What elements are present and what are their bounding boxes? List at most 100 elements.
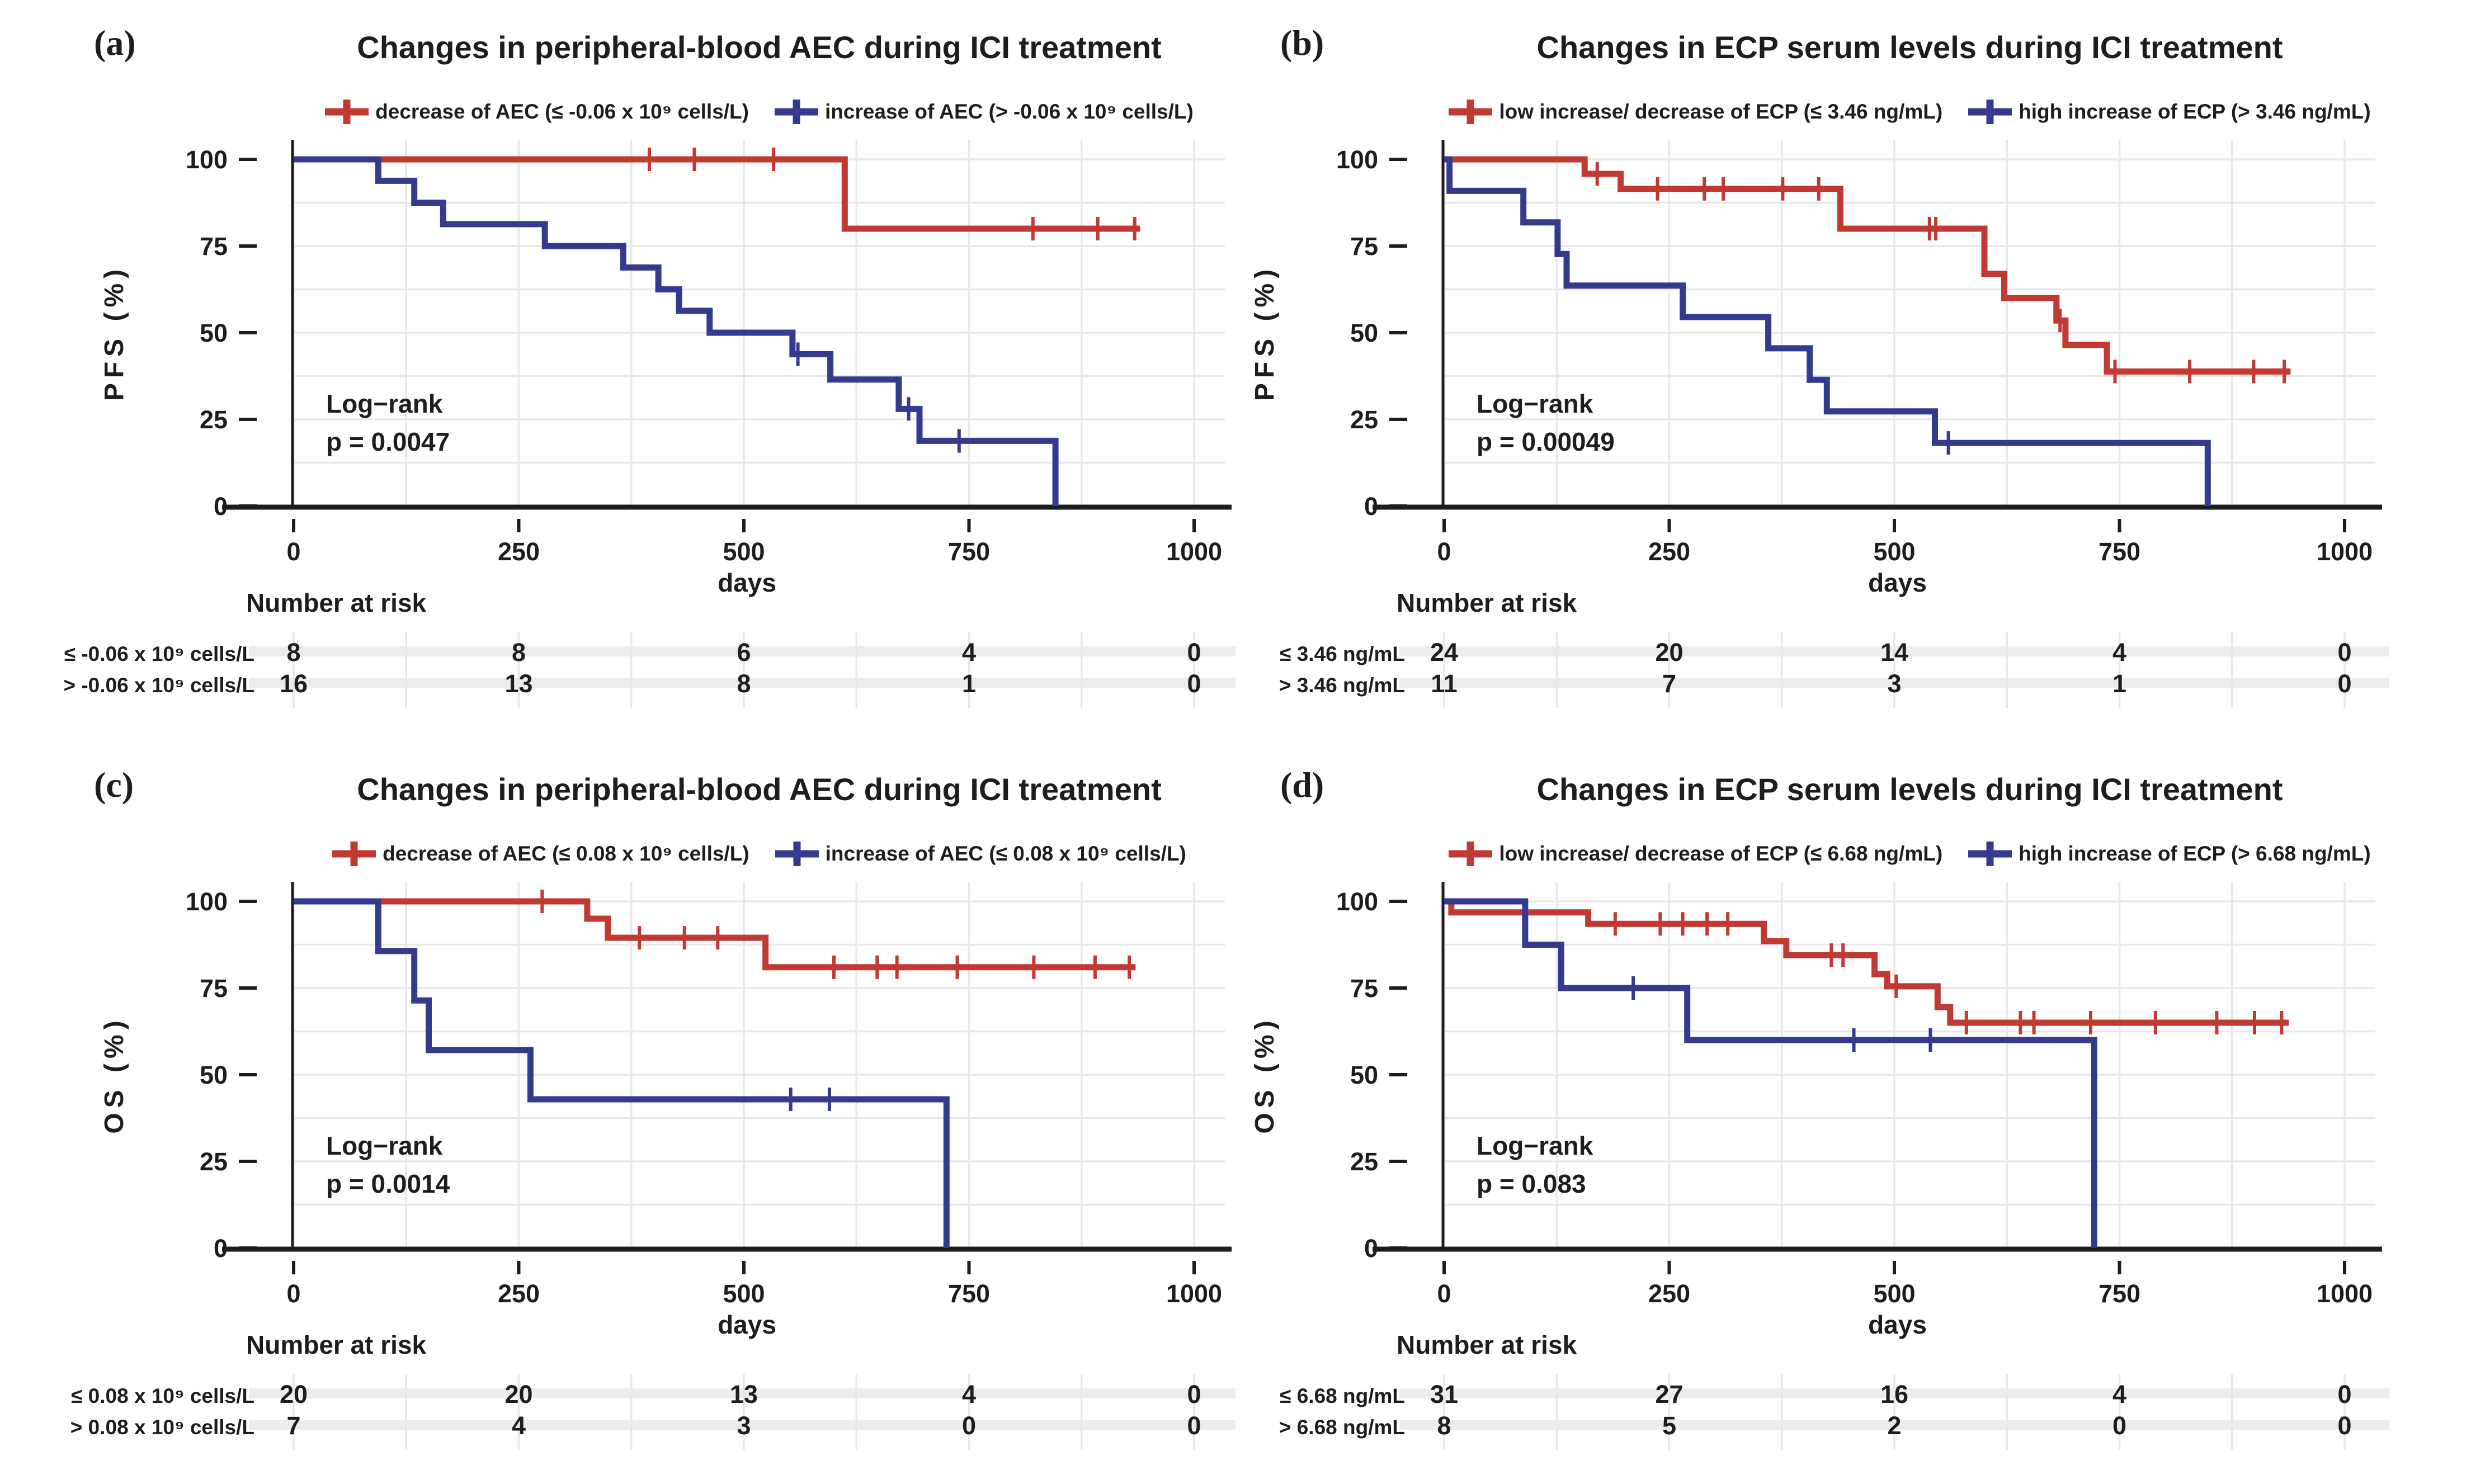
x-tick-label: 0 bbox=[1437, 1279, 1451, 1308]
legend-item: increase of AEC (≤ 0.08 x 10⁹ cells/L) bbox=[775, 840, 1186, 868]
y-tick-label: 50 bbox=[1350, 319, 1378, 347]
risk-value: 4 bbox=[962, 1380, 976, 1409]
legend-item: decrease of AEC (≤ 0.08 x 10⁹ cells/L) bbox=[332, 840, 749, 868]
logrank-label: Log−rank bbox=[1477, 389, 1593, 418]
panel-d: (d) Changes in ECP serum levels during I… bbox=[1236, 742, 2471, 1484]
legend-item: increase of AEC (> -0.06 x 10⁹ cells/L) bbox=[774, 98, 1194, 126]
legend-key-blue-icon bbox=[1968, 100, 2012, 124]
panel-letter: (a) bbox=[94, 23, 136, 63]
risk-value: 14 bbox=[1880, 638, 1908, 667]
panel-letter: (c) bbox=[94, 765, 134, 805]
legend-key-blue-icon bbox=[774, 100, 818, 124]
x-tick-label: 1000 bbox=[1166, 537, 1222, 566]
risk-row-label: > 3.46 ng/mL bbox=[1279, 674, 1405, 697]
risk-value: 4 bbox=[962, 638, 976, 667]
risk-row-label: ≤ 6.68 ng/mL bbox=[1280, 1384, 1405, 1407]
risk-row-label: ≤ 0.08 x 10⁹ cells/L bbox=[71, 1384, 254, 1407]
risk-row-label: > 6.68 ng/mL bbox=[1279, 1416, 1405, 1439]
y-tick-label: 0 bbox=[214, 1234, 228, 1263]
y-tick-label: 25 bbox=[200, 405, 228, 434]
y-tick-label: 100 bbox=[1336, 887, 1378, 916]
risk-value: 8 bbox=[1437, 1411, 1451, 1440]
x-tick-label: 1000 bbox=[2317, 1279, 2373, 1308]
risk-table-header: Number at risk bbox=[1397, 588, 1577, 617]
y-axis-title: PFS (%) bbox=[1250, 264, 1280, 401]
risk-value: 27 bbox=[1655, 1380, 1683, 1409]
risk-value: 0 bbox=[1187, 1411, 1201, 1440]
y-axis-title: OS (%) bbox=[100, 1015, 129, 1133]
risk-value: 8 bbox=[286, 638, 300, 667]
y-tick-label: 0 bbox=[214, 492, 228, 521]
x-axis-title: days bbox=[1868, 1310, 1927, 1339]
x-tick-label: 250 bbox=[498, 1279, 540, 1308]
risk-value: 4 bbox=[512, 1411, 526, 1440]
x-tick-label: 500 bbox=[723, 537, 765, 566]
km-curve-blue bbox=[1444, 898, 2097, 1248]
panel-title: Changes in ECP serum levels during ICI t… bbox=[1536, 30, 2283, 65]
x-tick-label: 0 bbox=[286, 537, 300, 566]
panel-a: (a) Changes in peripheral-blood AEC duri… bbox=[0, 0, 1236, 742]
km-curve-blue bbox=[294, 156, 1059, 506]
legend-item: decrease of AEC (≤ -0.06 x 10⁹ cells/L) bbox=[325, 98, 749, 126]
risk-value: 7 bbox=[1662, 669, 1676, 698]
panel-title: Changes in peripheral-blood AEC during I… bbox=[357, 772, 1162, 807]
x-tick-label: 250 bbox=[498, 537, 540, 566]
x-tick-label: 750 bbox=[2099, 537, 2140, 566]
risk-value: 0 bbox=[1187, 669, 1201, 698]
panel-letter: (b) bbox=[1280, 23, 1324, 63]
logrank-pvalue: p = 0.00049 bbox=[1477, 427, 1615, 456]
risk-row-band bbox=[249, 1420, 1236, 1430]
x-tick-label: 0 bbox=[286, 1279, 300, 1308]
y-tick-label: 100 bbox=[186, 145, 228, 174]
legend-label: decrease of AEC (≤ 0.08 x 10⁹ cells/L) bbox=[383, 842, 749, 865]
y-tick-label: 50 bbox=[200, 319, 228, 347]
legend-key-red-icon bbox=[325, 100, 369, 124]
x-tick-label: 750 bbox=[2099, 1279, 2140, 1308]
risk-row-band bbox=[249, 678, 1236, 688]
legend-label: increase of AEC (≤ 0.08 x 10⁹ cells/L) bbox=[825, 842, 1186, 865]
x-tick-label: 0 bbox=[1437, 537, 1451, 566]
panel-title: Changes in peripheral-blood AEC during I… bbox=[357, 30, 1162, 65]
legend-label: increase of AEC (> -0.06 x 10⁹ cells/L) bbox=[824, 100, 1194, 123]
legend: low increase/ decrease of ECP (≤ 6.68 ng… bbox=[1444, 837, 2375, 871]
x-tick-label: 250 bbox=[1648, 1279, 1690, 1308]
panel-b: (b) Changes in ECP serum levels during I… bbox=[1236, 0, 2471, 742]
risk-table-header: Number at risk bbox=[1397, 1330, 1577, 1359]
risk-value: 1 bbox=[2112, 669, 2126, 698]
x-tick-label: 750 bbox=[948, 1279, 990, 1308]
legend-label: high increase of ECP (> 6.68 ng/mL) bbox=[2019, 842, 2371, 865]
y-axis-title: OS (%) bbox=[1250, 1015, 1280, 1133]
risk-value: 5 bbox=[1662, 1411, 1676, 1440]
x-tick-label: 1000 bbox=[2317, 537, 2373, 566]
y-tick-label: 100 bbox=[1336, 145, 1378, 174]
km-curve-red bbox=[1444, 156, 2291, 375]
risk-value: 0 bbox=[2337, 1380, 2351, 1409]
risk-value: 0 bbox=[2337, 669, 2351, 698]
risk-row-label: ≤ 3.46 ng/mL bbox=[1280, 642, 1405, 665]
x-tick-label: 500 bbox=[1873, 537, 1915, 566]
y-tick-label: 75 bbox=[1350, 232, 1378, 261]
risk-value: 0 bbox=[2337, 1411, 2351, 1440]
legend-label: decrease of AEC (≤ -0.06 x 10⁹ cells/L) bbox=[375, 100, 749, 123]
risk-value: 13 bbox=[730, 1380, 758, 1409]
risk-row-label: ≤ -0.06 x 10⁹ cells/L bbox=[64, 642, 254, 665]
legend-item: high increase of ECP (> 3.46 ng/mL) bbox=[1968, 98, 2371, 126]
legend-item: low increase/ decrease of ECP (≤ 3.46 ng… bbox=[1449, 98, 1942, 126]
legend: decrease of AEC (≤ 0.08 x 10⁹ cells/L) in… bbox=[294, 837, 1225, 871]
legend-item: low increase/ decrease of ECP (≤ 6.68 ng… bbox=[1449, 840, 1942, 868]
risk-value: 0 bbox=[1187, 638, 1201, 667]
km-curve-red bbox=[1444, 898, 2289, 1026]
risk-value: 13 bbox=[504, 669, 532, 698]
x-tick-label: 500 bbox=[1873, 1279, 1915, 1308]
km-curve-red bbox=[294, 156, 1140, 232]
y-tick-label: 0 bbox=[1364, 492, 1378, 521]
y-tick-label: 25 bbox=[1350, 1147, 1378, 1176]
risk-row-label: > 0.08 x 10⁹ cells/L bbox=[70, 1416, 254, 1439]
panel-letter: (d) bbox=[1280, 765, 1324, 805]
risk-value: 24 bbox=[1430, 638, 1458, 667]
y-tick-label: 75 bbox=[1350, 974, 1378, 1003]
